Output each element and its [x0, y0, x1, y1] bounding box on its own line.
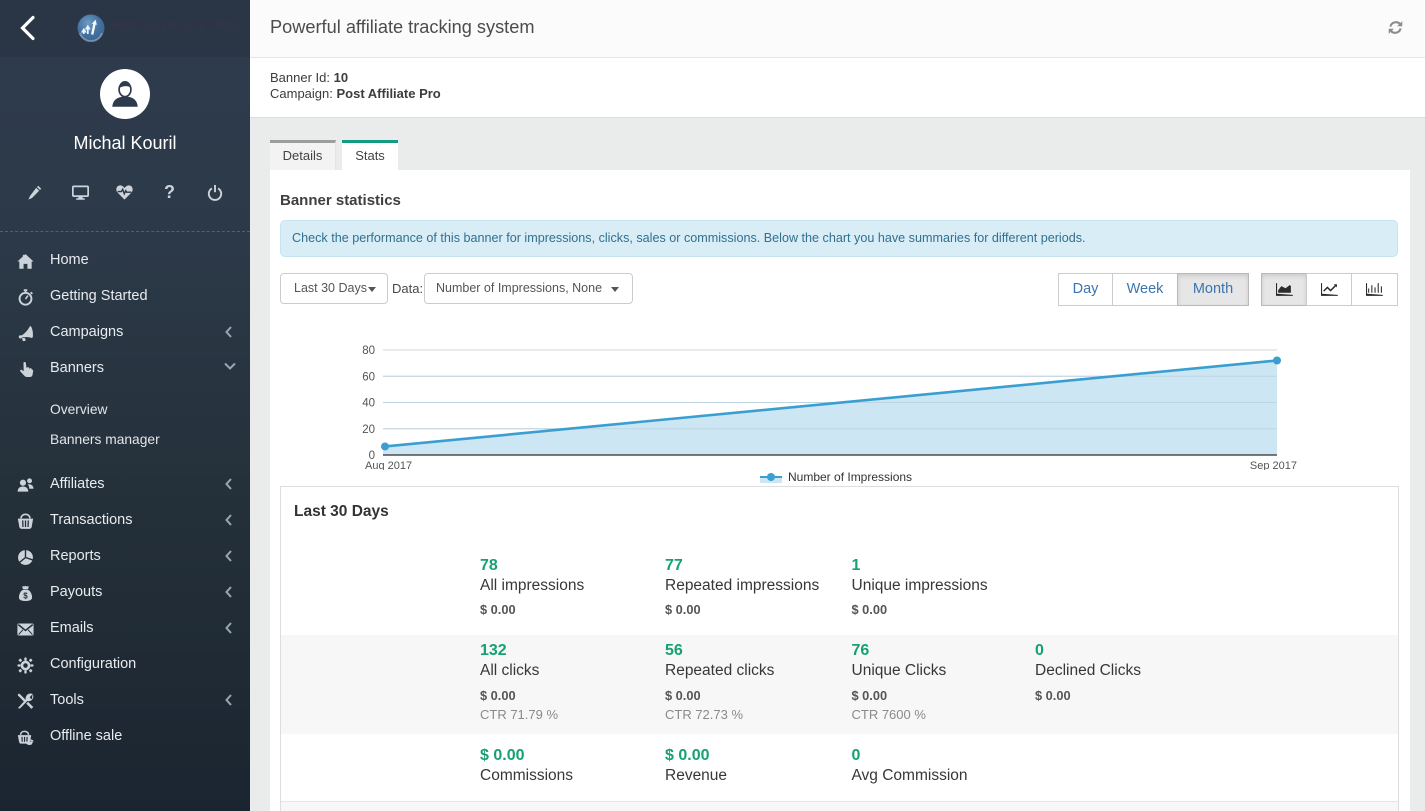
svg-text:0: 0	[369, 450, 375, 462]
svg-text:$: $	[23, 591, 28, 600]
svg-text:60: 60	[362, 371, 375, 383]
svg-text:40: 40	[362, 398, 375, 410]
svg-text:80: 80	[362, 345, 375, 357]
svg-text:Sep 2017: Sep 2017	[1250, 460, 1297, 470]
svg-text:Aug 2017: Aug 2017	[365, 460, 412, 470]
svg-text:20: 20	[362, 424, 375, 436]
